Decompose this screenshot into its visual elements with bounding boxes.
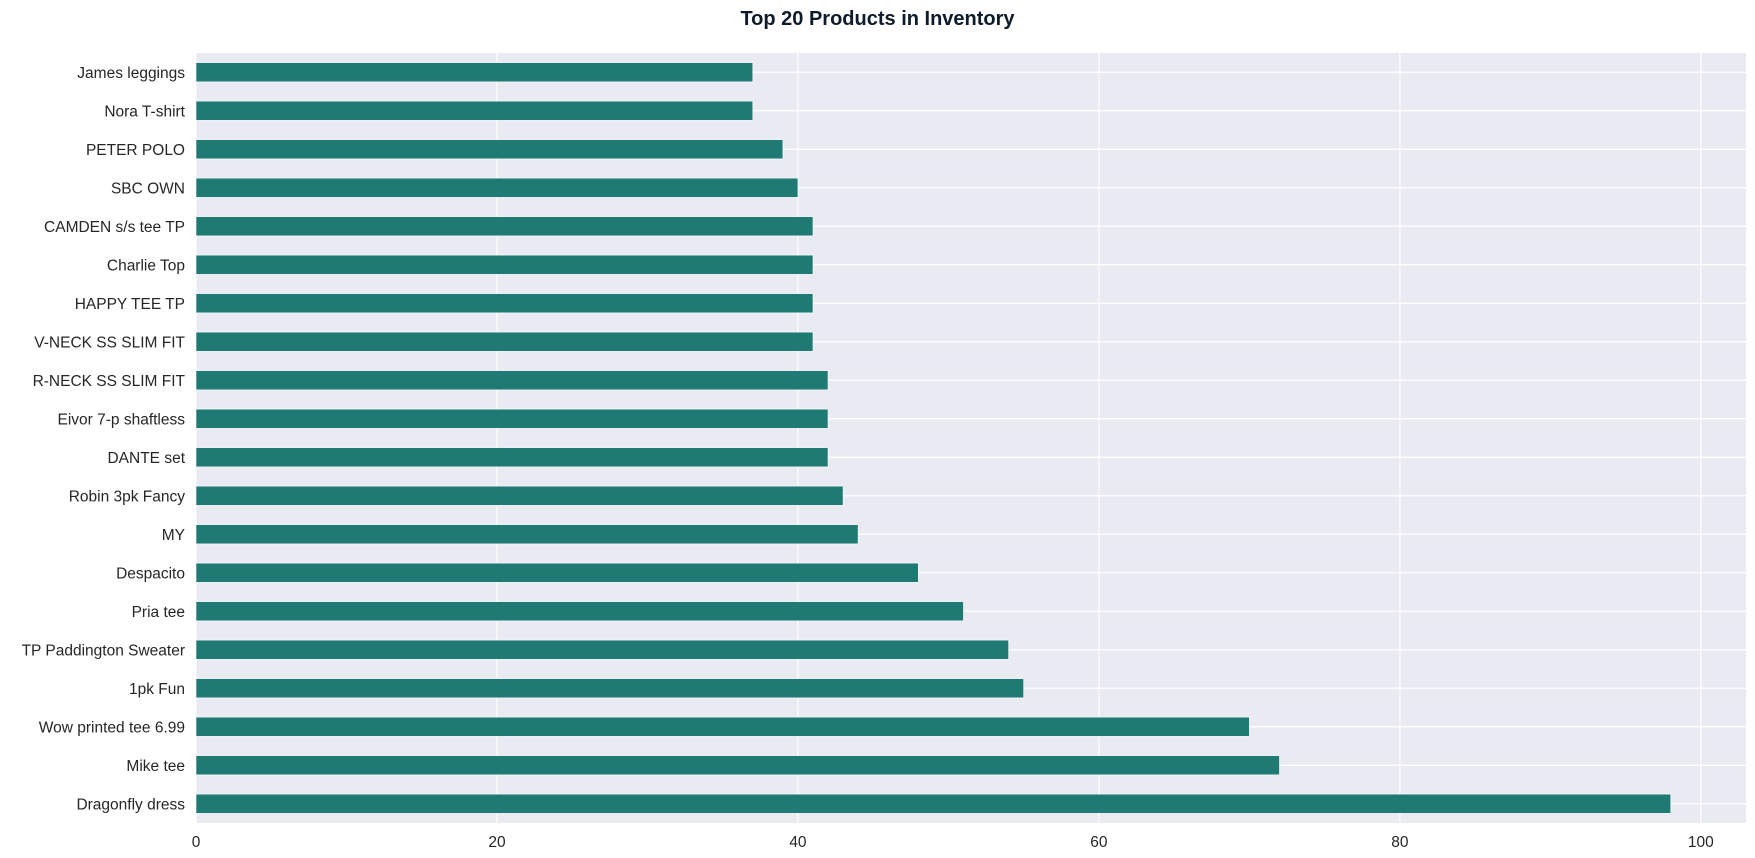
bar	[195, 678, 1024, 699]
y-tick-label: Charlie Top	[107, 257, 185, 274]
y-tick-label: Dragonfly dress	[76, 796, 185, 813]
y-tick-label: DANTE set	[107, 450, 185, 467]
x-tick-label: 60	[1090, 834, 1108, 851]
y-tick-label: 1pk Fun	[129, 681, 185, 698]
bar	[195, 370, 829, 391]
bar	[195, 216, 814, 237]
x-tick-label: 80	[1391, 834, 1409, 851]
bar	[195, 601, 964, 622]
bar	[195, 293, 814, 314]
bar	[195, 793, 1672, 814]
bar	[195, 447, 829, 468]
y-tick-label: V-NECK SS SLIM FIT	[34, 334, 185, 351]
bar	[195, 485, 844, 506]
y-tick-label: Nora T-shirt	[104, 103, 185, 120]
y-tick-label: Robin 3pk Fancy	[69, 488, 186, 505]
chart-title: Top 20 Products in Inventory	[740, 8, 1015, 30]
bar	[195, 755, 1280, 776]
bar	[195, 139, 784, 160]
bar	[195, 100, 754, 121]
bar	[195, 639, 1009, 660]
bar	[195, 331, 814, 352]
y-tick-label: James leggings	[77, 65, 185, 82]
y-tick-label: Pria tee	[132, 604, 185, 621]
y-tick-label: CAMDEN s/s tee TP	[44, 219, 185, 236]
bar	[195, 562, 919, 583]
y-tick-label: SBC OWN	[111, 180, 185, 197]
y-tick-label: TP Paddington Sweater	[22, 642, 185, 659]
y-tick-label: R-NECK SS SLIM FIT	[33, 373, 186, 390]
y-tick-label: Eivor 7-p shaftless	[58, 411, 186, 428]
x-tick-label: 0	[192, 834, 201, 851]
bar	[195, 408, 829, 429]
y-tick-label: MY	[162, 527, 185, 544]
bar	[195, 177, 799, 198]
y-tick-label: Mike tee	[126, 758, 185, 775]
bar	[195, 524, 859, 545]
y-tick-label: HAPPY TEE TP	[75, 296, 185, 313]
plot-background	[196, 53, 1746, 823]
y-tick-label: Despacito	[116, 565, 185, 582]
y-tick-label: Wow printed tee 6.99	[39, 719, 185, 736]
y-tick-label: PETER POLO	[86, 142, 185, 159]
bar	[195, 716, 1250, 737]
x-tick-label: 40	[789, 834, 807, 851]
x-tick-label: 100	[1688, 834, 1714, 851]
x-tick-label: 20	[488, 834, 506, 851]
bar	[195, 62, 754, 83]
bar	[195, 254, 814, 275]
